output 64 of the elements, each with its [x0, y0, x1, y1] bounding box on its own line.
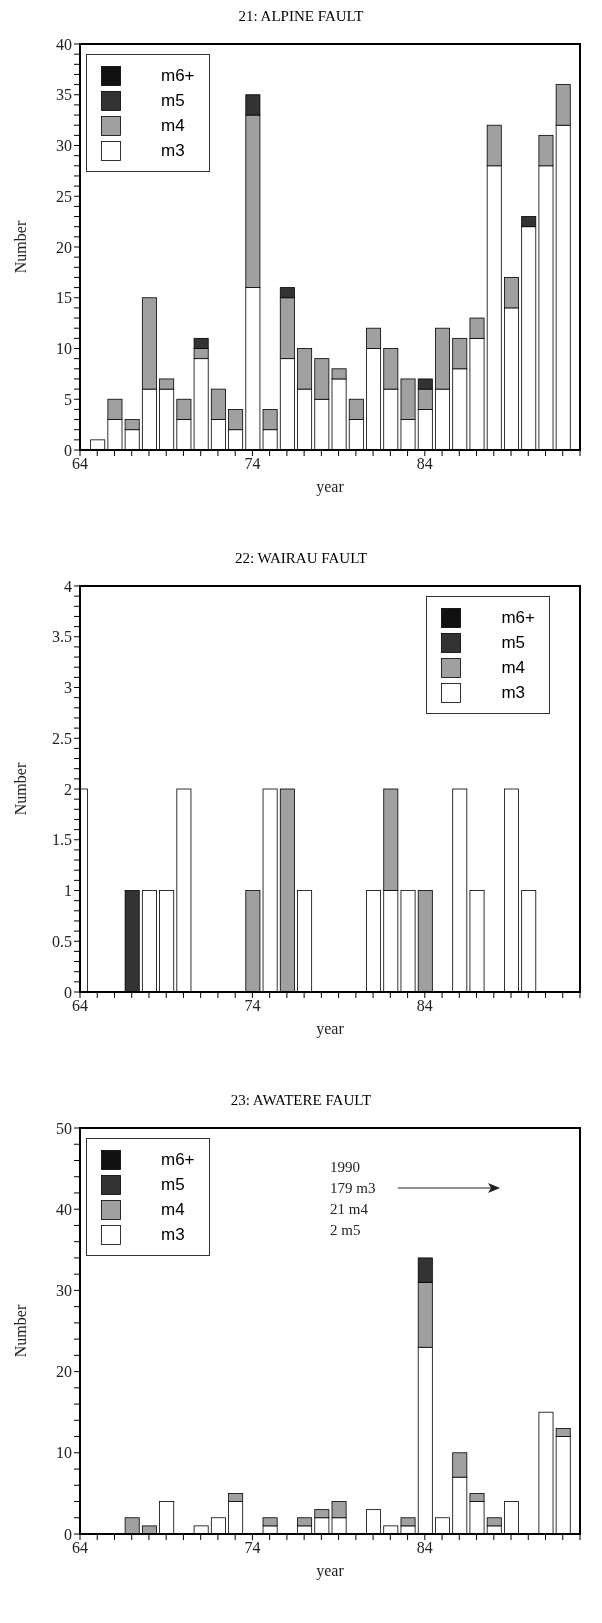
- x-tick-label: 84: [416, 1539, 433, 1557]
- y-tick-label: 3: [64, 679, 72, 697]
- legend-label: m3: [501, 682, 526, 703]
- chart-title: 22: WAIRAU FAULT: [233, 550, 369, 568]
- y-axis-title: Number: [12, 762, 29, 816]
- chart-title: 23: AWATERE FAULT: [229, 1092, 373, 1110]
- chart-title: 21: ALPINE FAULT: [237, 8, 365, 26]
- y-tick-label: 40: [56, 35, 72, 53]
- x-tick-label: 84: [416, 997, 433, 1015]
- y-tick-label: 40: [56, 1200, 72, 1218]
- bar: [210, 1517, 226, 1534]
- legend-label: m6+: [501, 607, 535, 628]
- y-tick-label: 5: [64, 390, 72, 408]
- y-tick-label: 0.5: [52, 932, 72, 950]
- y-tick-label: 1: [64, 882, 72, 900]
- legend-label: m5: [161, 90, 185, 111]
- y-tick-label: 0: [64, 441, 72, 459]
- y-tick-label: 15: [56, 289, 72, 307]
- legend-label: m4: [161, 115, 185, 136]
- y-tick-label: 35: [56, 86, 72, 104]
- y-tick-label: 25: [56, 187, 72, 205]
- y-tick-label: 20: [56, 1363, 72, 1381]
- y-tick-label: 2: [64, 780, 72, 798]
- y-axis-title: Number: [12, 220, 29, 274]
- y-tick-label: 3.5: [52, 628, 72, 646]
- y-tick-label: 50: [56, 1119, 72, 1137]
- legend-label: m6+: [161, 65, 195, 86]
- bar: [435, 1517, 450, 1534]
- x-tick-label: 74: [244, 1539, 261, 1557]
- bar: [366, 1509, 382, 1534]
- legend-label: m6+: [161, 1149, 195, 1170]
- y-tick-label: 4: [64, 577, 72, 595]
- annotation: 1990 179 m3 21 m4 2 m5: [330, 1159, 376, 1238]
- x-tick-label: 74: [244, 455, 261, 473]
- y-tick-label: 0: [64, 983, 72, 1001]
- bar: [90, 439, 106, 450]
- y-axis-title: Number: [12, 1304, 29, 1358]
- x-tick-label: 64: [72, 455, 88, 473]
- y-tick-label: 0: [64, 1525, 72, 1543]
- y-tick-label: 20: [56, 238, 72, 256]
- x-tick-label: 64: [72, 997, 88, 1015]
- x-axis-title: year: [316, 478, 345, 496]
- x-tick-label: 84: [416, 455, 433, 473]
- x-tick-label: 74: [244, 997, 261, 1015]
- bar: [504, 1501, 519, 1534]
- bar: [193, 1525, 209, 1534]
- y-tick-label: 10: [56, 340, 72, 358]
- y-tick-label: 30: [56, 137, 72, 155]
- y-tick-label: 2.5: [52, 729, 72, 747]
- legend-label: m4: [161, 1199, 185, 1220]
- y-tick-label: 1.5: [52, 831, 72, 849]
- legend-label: m3: [161, 1224, 185, 1245]
- legend-label: m3: [161, 140, 185, 161]
- y-tick-label: 30: [56, 1282, 72, 1300]
- x-axis-title: year: [316, 1562, 345, 1580]
- legend-label: m5: [501, 632, 526, 653]
- bar: [124, 1517, 140, 1534]
- x-axis-title: year: [316, 1020, 345, 1038]
- bar: [159, 1501, 175, 1534]
- legend-label: m4: [501, 657, 526, 678]
- x-tick-label: 64: [72, 1539, 88, 1557]
- bar: [141, 1525, 157, 1534]
- y-tick-label: 10: [56, 1444, 72, 1462]
- legend-label: m5: [161, 1174, 185, 1195]
